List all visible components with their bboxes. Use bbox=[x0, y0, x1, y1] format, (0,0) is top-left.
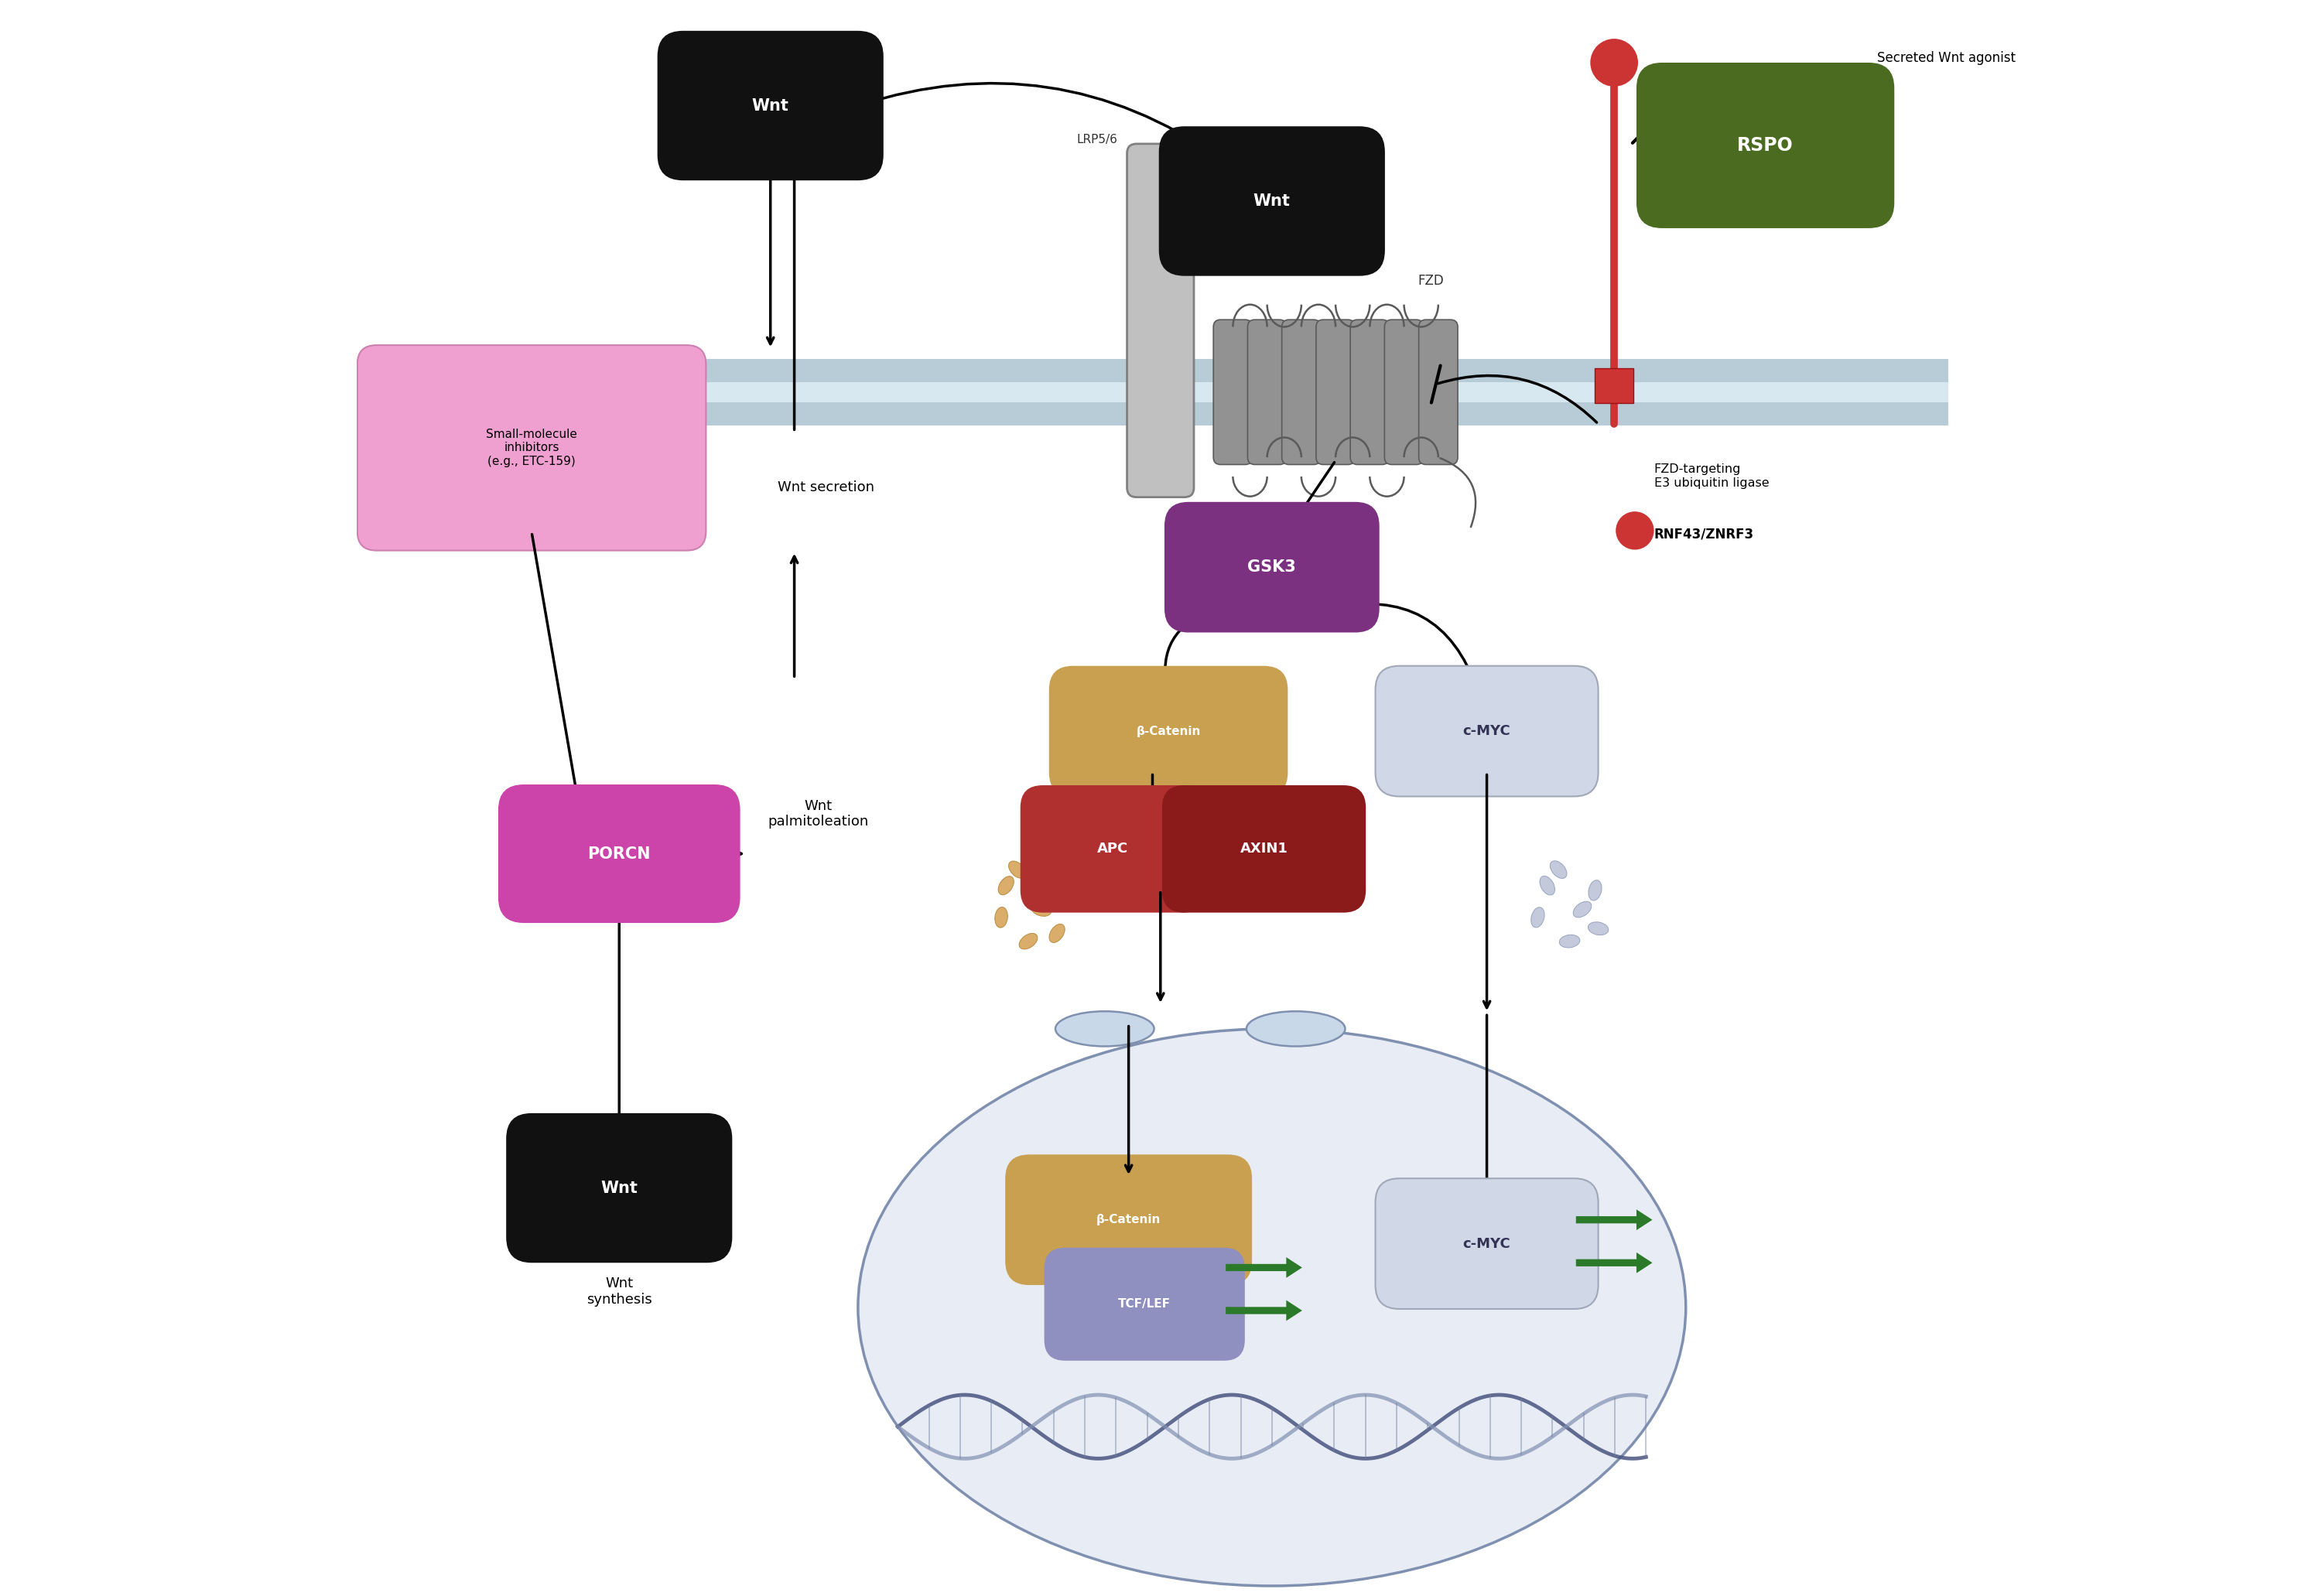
FancyBboxPatch shape bbox=[1376, 1178, 1597, 1309]
Ellipse shape bbox=[1247, 1012, 1346, 1047]
Ellipse shape bbox=[1574, 902, 1590, 918]
FancyBboxPatch shape bbox=[1005, 1154, 1252, 1285]
Text: PORCN: PORCN bbox=[588, 846, 650, 862]
FancyBboxPatch shape bbox=[507, 1112, 733, 1262]
Text: GSK3: GSK3 bbox=[1247, 560, 1295, 575]
FancyBboxPatch shape bbox=[1385, 319, 1424, 464]
FancyBboxPatch shape bbox=[1376, 666, 1597, 796]
Text: APC: APC bbox=[1097, 843, 1127, 855]
Text: Wnt
palmitoleation: Wnt palmitoleation bbox=[768, 800, 869, 828]
Text: FZD: FZD bbox=[1418, 275, 1445, 287]
FancyBboxPatch shape bbox=[1212, 319, 1252, 464]
Ellipse shape bbox=[1540, 876, 1556, 895]
FancyBboxPatch shape bbox=[1164, 503, 1378, 632]
Text: β-Catenin: β-Catenin bbox=[1136, 725, 1201, 737]
Bar bbox=[1595, 369, 1634, 404]
Ellipse shape bbox=[1056, 1012, 1155, 1047]
FancyBboxPatch shape bbox=[1021, 785, 1206, 913]
Ellipse shape bbox=[1247, 1012, 1346, 1047]
Text: c-MYC: c-MYC bbox=[1464, 1237, 1510, 1251]
Text: Wnt secretion: Wnt secretion bbox=[777, 480, 874, 495]
FancyArrow shape bbox=[1226, 1258, 1302, 1278]
FancyBboxPatch shape bbox=[1351, 319, 1390, 464]
Ellipse shape bbox=[1030, 903, 1051, 916]
Text: Wnt: Wnt bbox=[751, 97, 788, 113]
FancyArrow shape bbox=[1226, 1301, 1302, 1321]
FancyBboxPatch shape bbox=[1247, 319, 1286, 464]
Circle shape bbox=[1590, 38, 1639, 86]
Ellipse shape bbox=[1588, 879, 1602, 900]
FancyBboxPatch shape bbox=[657, 30, 883, 180]
Text: Secreted Wnt agonist: Secreted Wnt agonist bbox=[1876, 51, 2015, 65]
Text: RNF43/ZNRF3: RNF43/ZNRF3 bbox=[1655, 527, 1754, 541]
FancyArrow shape bbox=[1577, 1210, 1653, 1231]
FancyBboxPatch shape bbox=[1162, 785, 1367, 913]
Bar bbox=[357, 381, 1948, 402]
Text: Small-molecule
inhibitors
(e.g., ETC-159): Small-molecule inhibitors (e.g., ETC-159… bbox=[486, 429, 576, 468]
FancyArrow shape bbox=[1577, 1253, 1653, 1274]
FancyBboxPatch shape bbox=[498, 785, 740, 922]
Ellipse shape bbox=[1558, 935, 1579, 948]
Ellipse shape bbox=[1010, 860, 1026, 878]
Ellipse shape bbox=[1019, 934, 1037, 950]
Ellipse shape bbox=[1049, 924, 1065, 943]
Bar bbox=[357, 359, 1948, 426]
Ellipse shape bbox=[1588, 922, 1609, 935]
Text: β-Catenin: β-Catenin bbox=[1097, 1215, 1162, 1226]
FancyBboxPatch shape bbox=[1637, 62, 1895, 228]
Ellipse shape bbox=[998, 876, 1014, 895]
Text: AXIN1: AXIN1 bbox=[1240, 843, 1288, 855]
FancyBboxPatch shape bbox=[1159, 126, 1385, 276]
FancyBboxPatch shape bbox=[1420, 319, 1457, 464]
FancyBboxPatch shape bbox=[1127, 144, 1194, 498]
Circle shape bbox=[1616, 511, 1655, 549]
Text: LRP5/6: LRP5/6 bbox=[1076, 134, 1118, 145]
FancyBboxPatch shape bbox=[1044, 1248, 1245, 1361]
Ellipse shape bbox=[1044, 883, 1063, 897]
Ellipse shape bbox=[857, 1029, 1685, 1586]
Text: c-MYC: c-MYC bbox=[1464, 725, 1510, 737]
Text: RSPO: RSPO bbox=[1738, 136, 1793, 155]
Text: TCF/LEF: TCF/LEF bbox=[1118, 1299, 1171, 1310]
Ellipse shape bbox=[1549, 860, 1567, 878]
Text: FZD-targeting
E3 ubiquitin ligase: FZD-targeting E3 ubiquitin ligase bbox=[1655, 464, 1768, 488]
Ellipse shape bbox=[1531, 907, 1544, 927]
FancyBboxPatch shape bbox=[1282, 319, 1321, 464]
Ellipse shape bbox=[996, 907, 1007, 927]
Ellipse shape bbox=[1056, 1012, 1155, 1047]
Text: Wnt: Wnt bbox=[1254, 193, 1291, 209]
Text: Wnt: Wnt bbox=[602, 1179, 638, 1195]
FancyBboxPatch shape bbox=[1316, 319, 1355, 464]
Text: Wnt
synthesis: Wnt synthesis bbox=[585, 1277, 652, 1307]
FancyBboxPatch shape bbox=[1049, 666, 1288, 796]
FancyBboxPatch shape bbox=[357, 345, 705, 551]
